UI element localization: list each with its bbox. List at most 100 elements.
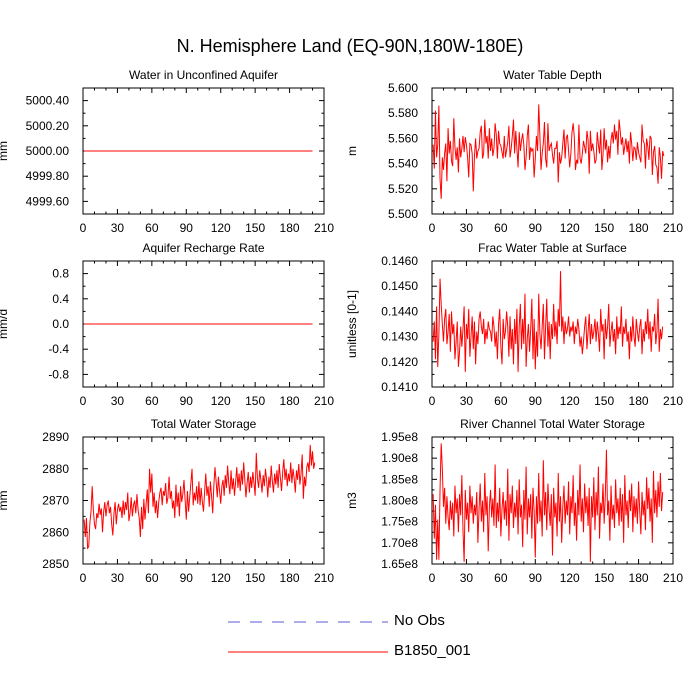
y-tick-label: 1.90e8 bbox=[381, 451, 418, 465]
y-axis-label: m bbox=[345, 146, 359, 156]
x-tick-label: 210 bbox=[314, 394, 334, 408]
y-tick-label: 2880 bbox=[42, 462, 69, 476]
x-tick-label: 210 bbox=[663, 394, 683, 408]
y-tick-label: 5.560 bbox=[388, 131, 418, 145]
y-axis-label: mm/d bbox=[0, 309, 10, 339]
y-tick-label: 1.65e8 bbox=[381, 557, 418, 571]
plot-frame bbox=[82, 436, 325, 565]
x-tick-label: 180 bbox=[280, 571, 300, 585]
series-line bbox=[432, 104, 665, 199]
x-tick-label: 150 bbox=[594, 221, 614, 235]
x-tick-label: 30 bbox=[111, 394, 125, 408]
y-tick-label: 5.600 bbox=[388, 81, 418, 95]
y-tick-label: 5000.00 bbox=[26, 144, 70, 158]
x-tick-label: 30 bbox=[111, 571, 125, 585]
x-tick-label: 0 bbox=[429, 394, 436, 408]
x-tick-label: 210 bbox=[314, 221, 334, 235]
figure-title: N. Hemisphere Land (EQ-90N,180W-180E) bbox=[176, 36, 524, 56]
y-tick-label: 1.80e8 bbox=[381, 494, 418, 508]
y-tick-label: 5.540 bbox=[388, 157, 418, 171]
x-tick-label: 90 bbox=[180, 571, 194, 585]
x-tick-label: 120 bbox=[211, 221, 231, 235]
x-tick-label: 60 bbox=[494, 571, 508, 585]
y-tick-label: 0.4 bbox=[52, 292, 69, 306]
y-tick-label: 5000.20 bbox=[26, 119, 70, 133]
y-tick-label: 0.8 bbox=[52, 267, 69, 281]
x-tick-label: 120 bbox=[560, 394, 580, 408]
panel-title: Water in Unconfined Aquifer bbox=[129, 68, 278, 82]
x-tick-label: 90 bbox=[180, 394, 194, 408]
x-tick-label: 150 bbox=[594, 571, 614, 585]
x-tick-label: 60 bbox=[494, 394, 508, 408]
series-line bbox=[432, 271, 664, 372]
y-axis-label: m3 bbox=[345, 492, 359, 509]
x-tick-label: 150 bbox=[245, 571, 265, 585]
x-tick-label: 180 bbox=[629, 221, 649, 235]
x-tick-label: 90 bbox=[529, 394, 543, 408]
panel-title: Frac Water Table at Surface bbox=[478, 241, 627, 255]
x-tick-label: 210 bbox=[663, 221, 683, 235]
y-tick-label: 0.1460 bbox=[381, 254, 418, 268]
panel-title: Aquifer Recharge Rate bbox=[142, 241, 264, 255]
x-tick-label: 30 bbox=[111, 221, 125, 235]
x-tick-label: 90 bbox=[529, 571, 543, 585]
chart-panel-2: Water Table Depth m 0 30 60 90 120 150 180 210 5.5… bbox=[345, 68, 683, 235]
series-line bbox=[83, 444, 316, 550]
y-tick-label: 5.580 bbox=[388, 106, 418, 120]
y-tick-label: 0.1450 bbox=[381, 279, 418, 293]
y-tick-label: 0.1440 bbox=[381, 304, 418, 318]
x-tick-label: 180 bbox=[629, 571, 649, 585]
x-tick-label: 150 bbox=[594, 394, 614, 408]
series-line bbox=[432, 443, 664, 562]
x-tick-label: 150 bbox=[245, 221, 265, 235]
chart-panel-5: Total Water Storage mm 0 30 60 90 120 150 180 210… bbox=[0, 417, 334, 585]
y-tick-label: 0.0 bbox=[52, 317, 69, 331]
y-tick-label: 2870 bbox=[42, 494, 69, 508]
x-tick-label: 60 bbox=[145, 571, 159, 585]
y-axis-label: mm bbox=[0, 141, 10, 161]
y-tick-label: 0.1410 bbox=[381, 380, 418, 394]
y-tick-label: 0.1430 bbox=[381, 330, 418, 344]
x-tick-label: 60 bbox=[145, 394, 159, 408]
x-tick-label: 0 bbox=[80, 221, 87, 235]
x-tick-label: 120 bbox=[211, 571, 231, 585]
y-tick-label: 1.85e8 bbox=[381, 472, 418, 486]
chart-panel-4: Frac Water Table at Surface unitless [0-1… bbox=[345, 241, 683, 408]
x-tick-label: 180 bbox=[280, 221, 300, 235]
x-tick-label: 0 bbox=[429, 571, 436, 585]
y-tick-label: 1.70e8 bbox=[381, 536, 418, 550]
y-tick-label: -0.8 bbox=[48, 367, 69, 381]
x-tick-label: 0 bbox=[80, 571, 87, 585]
chart-panel-3: Aquifer Recharge Rate mm/d 0 30 60 90 120 150 18… bbox=[0, 241, 334, 408]
y-tick-label: 2890 bbox=[42, 430, 69, 444]
y-tick-label: -0.4 bbox=[48, 342, 69, 356]
y-tick-label: 0.1420 bbox=[381, 355, 418, 369]
y-tick-label: 5.520 bbox=[388, 182, 418, 196]
x-tick-label: 90 bbox=[529, 221, 543, 235]
x-tick-label: 150 bbox=[245, 394, 265, 408]
y-tick-label: 2860 bbox=[42, 525, 69, 539]
panel-title: Water Table Depth bbox=[503, 68, 602, 82]
x-tick-label: 30 bbox=[460, 221, 474, 235]
y-tick-label: 5.500 bbox=[388, 207, 418, 221]
panel-title: Total Water Storage bbox=[151, 417, 257, 431]
x-tick-label: 60 bbox=[145, 221, 159, 235]
y-tick-label: 2850 bbox=[42, 557, 69, 571]
y-tick-label: 4999.60 bbox=[26, 194, 70, 208]
panel-title: River Channel Total Water Storage bbox=[460, 417, 645, 431]
x-tick-label: 120 bbox=[211, 394, 231, 408]
x-tick-label: 210 bbox=[663, 571, 683, 585]
x-tick-label: 120 bbox=[560, 221, 580, 235]
y-tick-label: 4999.80 bbox=[26, 169, 70, 183]
x-tick-label: 0 bbox=[80, 394, 87, 408]
x-tick-label: 30 bbox=[460, 394, 474, 408]
x-tick-label: 30 bbox=[460, 571, 474, 585]
x-tick-label: 180 bbox=[629, 394, 649, 408]
y-tick-label: 1.95e8 bbox=[381, 430, 418, 444]
chart-panel-6: River Channel Total Water Storage m3 0 30 60… bbox=[345, 417, 683, 585]
x-tick-label: 0 bbox=[429, 221, 436, 235]
y-axis-label: unitless [0-1] bbox=[345, 290, 359, 358]
x-tick-label: 60 bbox=[494, 221, 508, 235]
